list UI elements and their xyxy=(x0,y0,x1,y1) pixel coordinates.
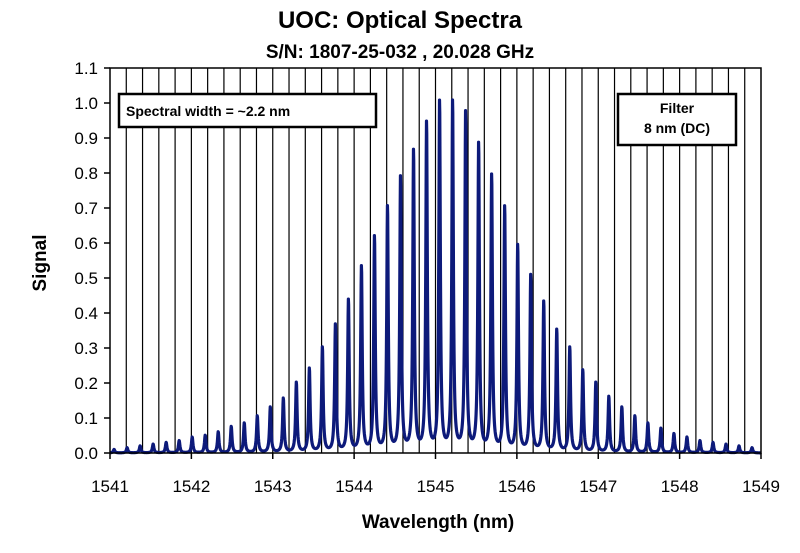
filter-box xyxy=(616,92,738,147)
spectrum-line xyxy=(108,98,763,455)
x-tick-label: 1545 xyxy=(417,477,455,496)
y-tick-label: 0.3 xyxy=(74,339,98,358)
spectral-width-annotation: Spectral width = ~2.2 nm xyxy=(117,92,378,129)
y-tick-label: 1.1 xyxy=(74,59,98,78)
x-tick-label: 1543 xyxy=(254,477,292,496)
y-tick-label: 0.2 xyxy=(74,374,98,393)
y-tick-label: 0.5 xyxy=(74,269,98,288)
x-tick-label: 1546 xyxy=(498,477,536,496)
spectrum-series xyxy=(108,98,763,455)
spectral-width-text: Spectral width = ~2.2 nm xyxy=(126,103,290,119)
y-tick-label: 0.4 xyxy=(74,304,98,323)
y-tick-label: 0.9 xyxy=(74,129,98,148)
filter-annotation: Filter 8 nm (DC) xyxy=(616,92,738,147)
x-tick-label: 1542 xyxy=(172,477,210,496)
x-tick-label: 1547 xyxy=(579,477,617,496)
axes: 0.0 0.1 0.2 0.3 0.4 0.5 0.6 0.7 0.8 0.9 1.0 1.1 1541… xyxy=(74,59,780,496)
x-axis-label: Wavelength (nm) xyxy=(362,512,514,533)
y-tick-label: 0.1 xyxy=(74,409,98,428)
x-tick-label: 1541 xyxy=(91,477,129,496)
y-tick-label: 0.6 xyxy=(74,234,98,253)
y-axis-label: Signal xyxy=(30,234,51,291)
x-tick-label: 1544 xyxy=(335,477,373,496)
chart-title: UOC: Optical Spectra xyxy=(278,7,523,34)
filter-text-line1: Filter xyxy=(660,100,695,116)
y-tick-label: 0.8 xyxy=(74,164,98,183)
y-tick-label: 0.0 xyxy=(74,444,98,463)
x-tick-label: 1549 xyxy=(742,477,780,496)
y-tick-label: 0.7 xyxy=(74,199,98,218)
x-tick-label: 1548 xyxy=(661,477,699,496)
spectral-width-box xyxy=(117,92,378,129)
chart-subtitle: S/N: 1807-25-032 , 20.028 GHz xyxy=(266,42,534,63)
filter-text-line2: 8 nm (DC) xyxy=(644,120,710,136)
y-tick-label: 1.0 xyxy=(74,94,98,113)
